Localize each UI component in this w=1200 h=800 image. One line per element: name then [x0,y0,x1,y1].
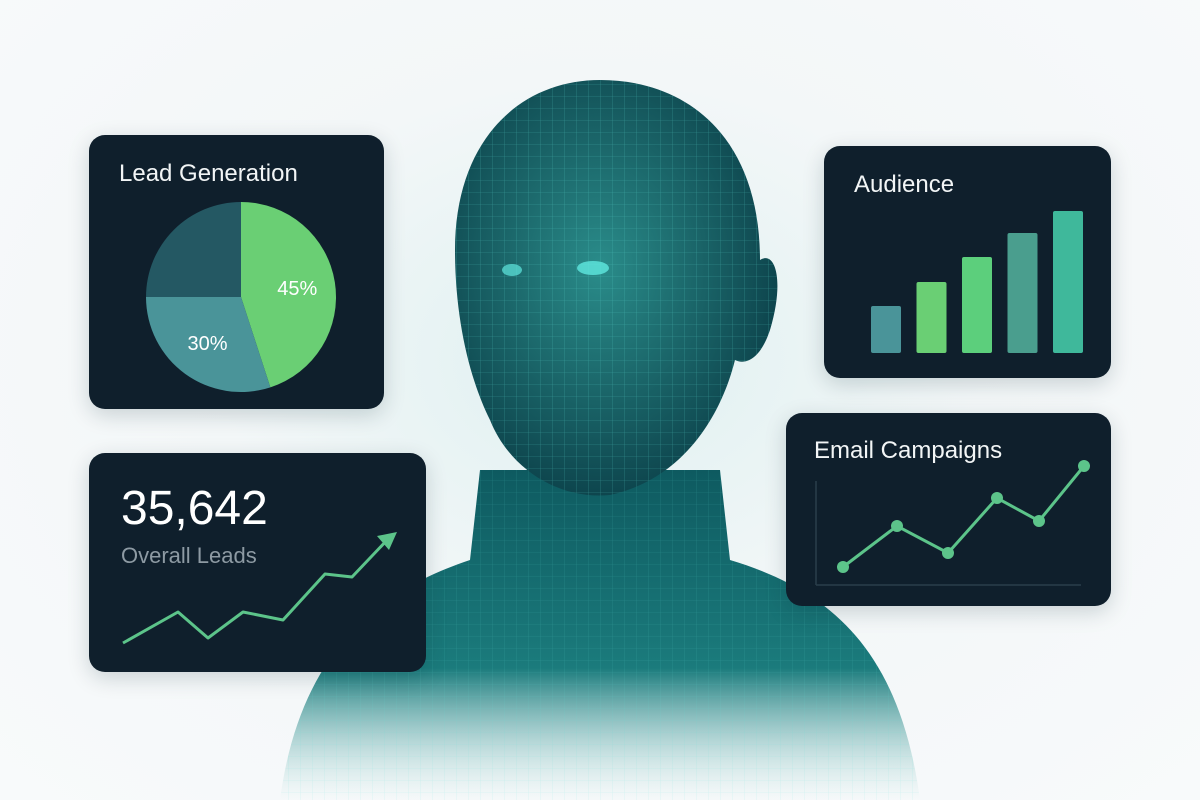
data-point [1078,460,1090,472]
lead-generation-pie-chart: 45% 30% [146,202,337,392]
audience-bar-chart [871,211,1083,353]
arrow-head-icon [377,532,397,550]
data-point [837,561,849,573]
pie-slice [146,202,241,297]
lead-generation-title: Lead Generation [119,160,298,187]
overall-leads-line-chart [122,532,397,645]
audience-bar [916,282,947,353]
lead-generation-card: Lead Generation 45% 30% [89,135,384,409]
email-campaigns-title: Email Campaigns [814,437,1003,464]
data-point [891,520,903,532]
email-campaigns-line [842,465,1086,569]
audience-bar [1053,211,1083,353]
email-campaigns-card: Email Campaigns [786,413,1111,606]
data-point [1033,515,1045,527]
overall-leads-card: 35,642 Overall Leads [89,453,426,672]
email-campaigns-line-chart [815,460,1090,586]
data-point [991,492,1003,504]
pie-slice [241,202,337,388]
audience-card: Audience [824,146,1111,378]
audience-bar [962,257,992,353]
overall-leads-label: Overall Leads [121,543,257,568]
data-point [942,547,954,559]
audience-title: Audience [854,171,955,198]
overall-leads-value: 35,642 [121,482,268,535]
audience-bar [871,306,901,353]
pie-slice-label: 45% [277,278,317,300]
audience-bar [1007,233,1038,353]
pie-slice-label: 30% [187,333,227,355]
pie-slice [146,297,271,392]
overall-leads-line [122,536,391,645]
